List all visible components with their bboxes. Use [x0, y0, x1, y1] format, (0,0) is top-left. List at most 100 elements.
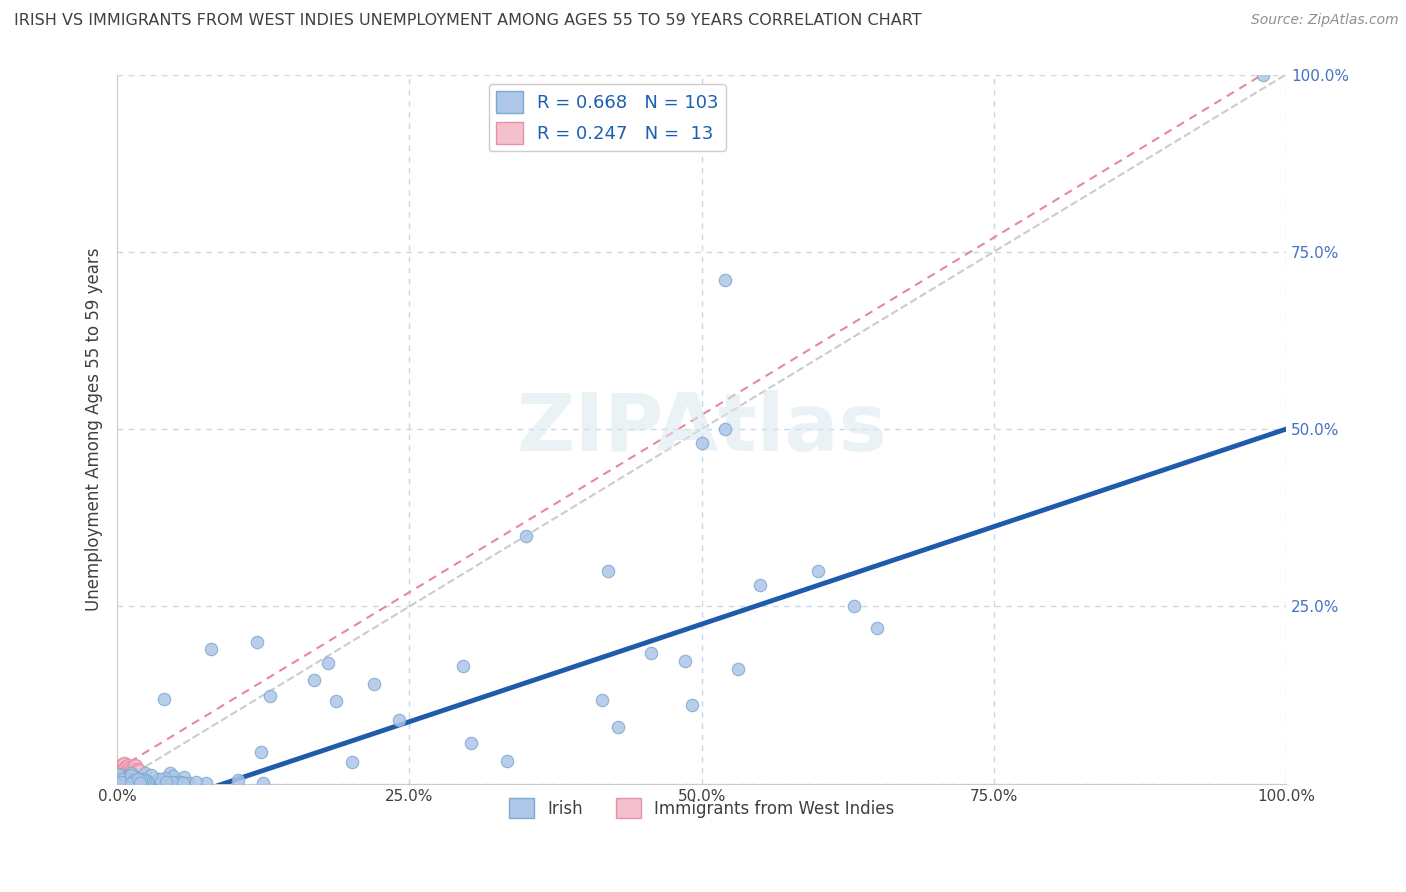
Point [136, 775, 159, 789]
Point [200, 642, 222, 657]
Point [118, 761, 141, 775]
Point [120, 772, 142, 787]
Point [749, 578, 772, 592]
Point [259, 690, 281, 704]
Point [173, 770, 195, 784]
Point [139, 768, 162, 782]
Point [316, 656, 339, 670]
Point [124, 775, 146, 789]
Point [136, 773, 159, 788]
Point [120, 765, 142, 780]
Point [132, 772, 155, 787]
Point [122, 776, 145, 790]
Text: ZIPAtlas: ZIPAtlas [516, 390, 887, 468]
Point [111, 772, 134, 786]
Point [148, 772, 170, 787]
Point [114, 761, 136, 775]
Point [727, 662, 749, 676]
Point [120, 764, 142, 778]
Point [515, 528, 537, 542]
Point [128, 776, 150, 790]
Point [866, 621, 889, 635]
Point [165, 776, 187, 790]
Point [640, 646, 662, 660]
Point [690, 436, 713, 450]
Point [125, 770, 148, 784]
Point [124, 776, 146, 790]
Point [122, 775, 145, 789]
Point [129, 773, 152, 788]
Point [134, 776, 156, 790]
Point [132, 772, 155, 787]
Point [112, 763, 135, 777]
Point [252, 776, 274, 790]
Point [107, 777, 129, 791]
Point [146, 775, 169, 789]
Point [122, 773, 145, 788]
Point [166, 774, 188, 789]
Point [117, 759, 139, 773]
Point [121, 763, 143, 777]
Point [136, 776, 159, 790]
Point [388, 713, 411, 727]
Point [226, 773, 249, 788]
Point [124, 773, 146, 788]
Text: Source: ZipAtlas.com: Source: ZipAtlas.com [1251, 13, 1399, 28]
Point [363, 677, 385, 691]
Point [166, 775, 188, 789]
Point [172, 776, 194, 790]
Point [115, 776, 138, 790]
Point [117, 775, 139, 789]
Point [714, 422, 737, 436]
Point [128, 764, 150, 778]
Point [194, 776, 217, 790]
Point [184, 775, 207, 789]
Point [134, 765, 156, 780]
Point [110, 759, 132, 773]
Point [325, 694, 347, 708]
Point [162, 774, 184, 789]
Point [165, 774, 187, 789]
Point [125, 771, 148, 785]
Point [591, 693, 613, 707]
Point [128, 774, 150, 789]
Point [606, 720, 628, 734]
Point [302, 673, 325, 687]
Point [148, 774, 170, 789]
Point [136, 773, 159, 788]
Point [246, 635, 269, 649]
Point [596, 564, 619, 578]
Point [122, 773, 145, 788]
Point [127, 772, 149, 787]
Point [108, 775, 131, 789]
Point [155, 775, 177, 789]
Point [714, 273, 737, 287]
Point [127, 772, 149, 787]
Point [107, 766, 129, 780]
Point [143, 775, 166, 789]
Point [496, 754, 519, 768]
Point [176, 776, 198, 790]
Point [128, 773, 150, 788]
Point [153, 691, 176, 706]
Point [135, 776, 157, 790]
Point [107, 774, 129, 789]
Point [842, 599, 865, 614]
Point [681, 698, 703, 712]
Point [673, 655, 696, 669]
Point [115, 769, 138, 783]
Point [115, 764, 138, 778]
Point [124, 759, 146, 773]
Point [460, 736, 482, 750]
Point [108, 771, 131, 785]
Text: IRISH VS IMMIGRANTS FROM WEST INDIES UNEMPLOYMENT AMONG AGES 55 TO 59 YEARS CORR: IRISH VS IMMIGRANTS FROM WEST INDIES UNE… [14, 13, 922, 29]
Point [451, 659, 474, 673]
Y-axis label: Unemployment Among Ages 55 to 59 years: Unemployment Among Ages 55 to 59 years [86, 247, 103, 611]
Point [807, 564, 830, 578]
Point [115, 773, 138, 788]
Point [143, 774, 166, 789]
Point [125, 763, 148, 777]
Point [115, 773, 138, 788]
Point [120, 775, 142, 789]
Point [1251, 68, 1274, 82]
